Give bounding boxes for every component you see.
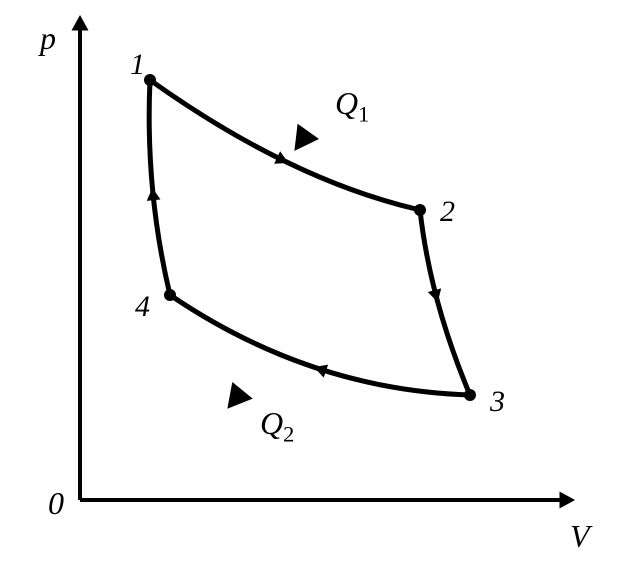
point-2-label: 2 [440,195,455,229]
pv-diagram: p V 0 1 2 3 4 Q1 Q2 [0,0,625,563]
point-1-label: 1 [130,48,145,82]
point-3-label: 3 [490,385,505,419]
point-4-label: 4 [135,290,150,324]
origin-label: 0 [48,485,64,522]
heat-q2-label: Q2 [260,405,294,447]
y-axis-label: p [40,20,56,57]
diagram-svg [0,0,625,563]
heat-q1-label: Q1 [335,85,369,127]
x-axis-label: V [570,518,590,555]
